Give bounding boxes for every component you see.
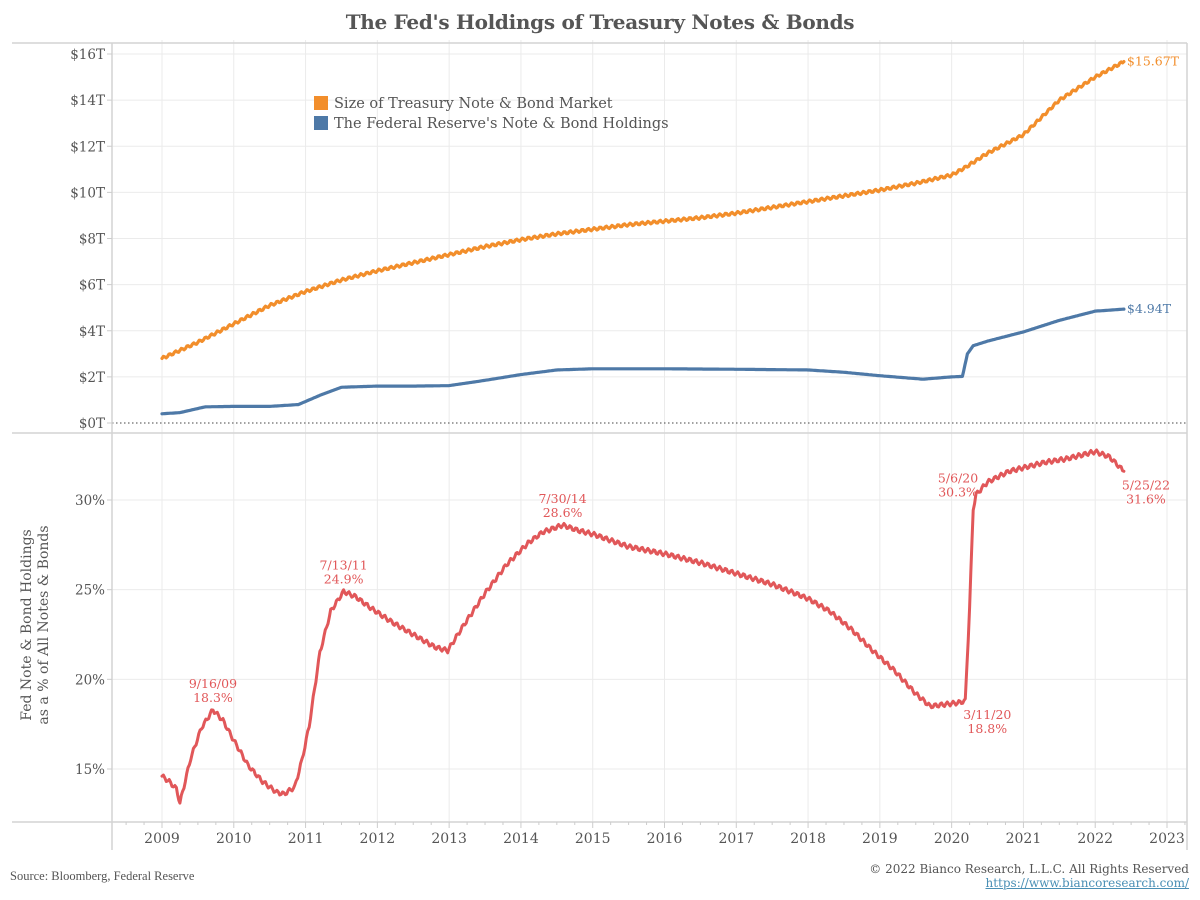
x-tick-label: 2018 [790, 831, 826, 847]
x-tick-label: 2020 [934, 831, 970, 847]
legend-swatch-market [314, 96, 328, 110]
annotation-date: 7/30/14 [538, 491, 586, 506]
y-tick-label-top: $4T [79, 324, 105, 340]
x-tick-label: 2014 [503, 831, 539, 847]
source-note: Source: Bloomberg, Federal Reserve [10, 869, 195, 883]
x-tick-label: 2019 [862, 831, 898, 847]
x-tick-label: 2023 [1149, 831, 1185, 847]
y-tick-label-bottom: 20% [75, 672, 105, 688]
x-tick-label: 2013 [431, 831, 467, 847]
chart-frame [12, 42, 1188, 850]
series [160, 60, 1126, 805]
y-tick-label-top: $16T [70, 47, 105, 63]
y-tick-label-bottom: 25% [75, 583, 105, 599]
fed-holdings-line [160, 307, 1126, 416]
legend-swatch-fed [314, 116, 328, 130]
y-tick-label-bottom: 30% [75, 493, 105, 509]
y-tick-label-top: $6T [79, 278, 105, 294]
grid-lines [112, 40, 1187, 822]
share-line [160, 448, 1126, 805]
x-tick-label: 2015 [575, 831, 611, 847]
chart-title: The Fed's Holdings of Treasury Notes & B… [345, 10, 855, 34]
annotation-value: 24.9% [324, 571, 364, 586]
annotation-date: 5/25/22 [1122, 477, 1170, 492]
legend-label-fed: The Federal Reserve's Note & Bond Holdin… [334, 116, 669, 132]
legend-label-market: Size of Treasury Note & Bond Market [334, 96, 613, 112]
annotation-value: 31.6% [1126, 491, 1166, 506]
x-tick-label: 2012 [360, 831, 396, 847]
annotation-value: 18.8% [967, 721, 1007, 736]
y-tick-label-top: $0T [79, 416, 105, 432]
y-tick-label-top: $12T [70, 139, 105, 155]
copyright-text: © 2022 Bianco Research, L.L.C. All Right… [869, 862, 1189, 876]
x-tick-label: 2010 [216, 831, 252, 847]
x-tick-label: 2021 [1006, 831, 1042, 847]
y-tick-label-top: $2T [79, 370, 105, 386]
y-axis-title-line1: Fed Note & Bond Holdings [19, 529, 35, 720]
x-tick-label: 2016 [647, 831, 683, 847]
annotation-value: 30.3% [938, 485, 978, 500]
y-tick-label-top: $10T [70, 185, 105, 201]
x-tick-label: 2017 [718, 831, 754, 847]
y-axis-title-line2: as a % of All Notes & Bonds [36, 525, 52, 724]
x-tick-label: 2011 [288, 831, 324, 847]
copyright-block: © 2022 Bianco Research, L.L.C. All Right… [869, 862, 1189, 890]
annotation-3-11-20: 3/11/2018.8% [963, 707, 1011, 736]
annotation-date: 7/13/11 [320, 557, 368, 572]
market-size-line [160, 60, 1126, 360]
axes: $0T $2T $4T $6T $8T $10T $12T $14T $16T 15% 20% 25%… [70, 47, 1186, 847]
annotation-date: 5/6/20 [938, 471, 978, 486]
x-tick-label: 2009 [144, 831, 180, 847]
market-end-label: $15.67T [1127, 54, 1180, 69]
y-tick-label-top: $8T [79, 232, 105, 248]
fed-end-label: $4.94T [1127, 301, 1172, 316]
x-tick-label: 2022 [1077, 831, 1113, 847]
legend: Size of Treasury Note & Bond Market The … [314, 96, 669, 132]
annotation-value: 18.3% [193, 690, 233, 705]
website-link[interactable]: https://www.biancoresearch.com/ [985, 876, 1189, 890]
y-tick-label-top: $14T [70, 93, 105, 109]
annotation-value: 28.6% [543, 505, 583, 520]
y-tick-label-bottom: 15% [75, 762, 105, 778]
annotation-date: 9/16/09 [189, 676, 237, 691]
annotation-date: 3/11/20 [963, 707, 1011, 722]
